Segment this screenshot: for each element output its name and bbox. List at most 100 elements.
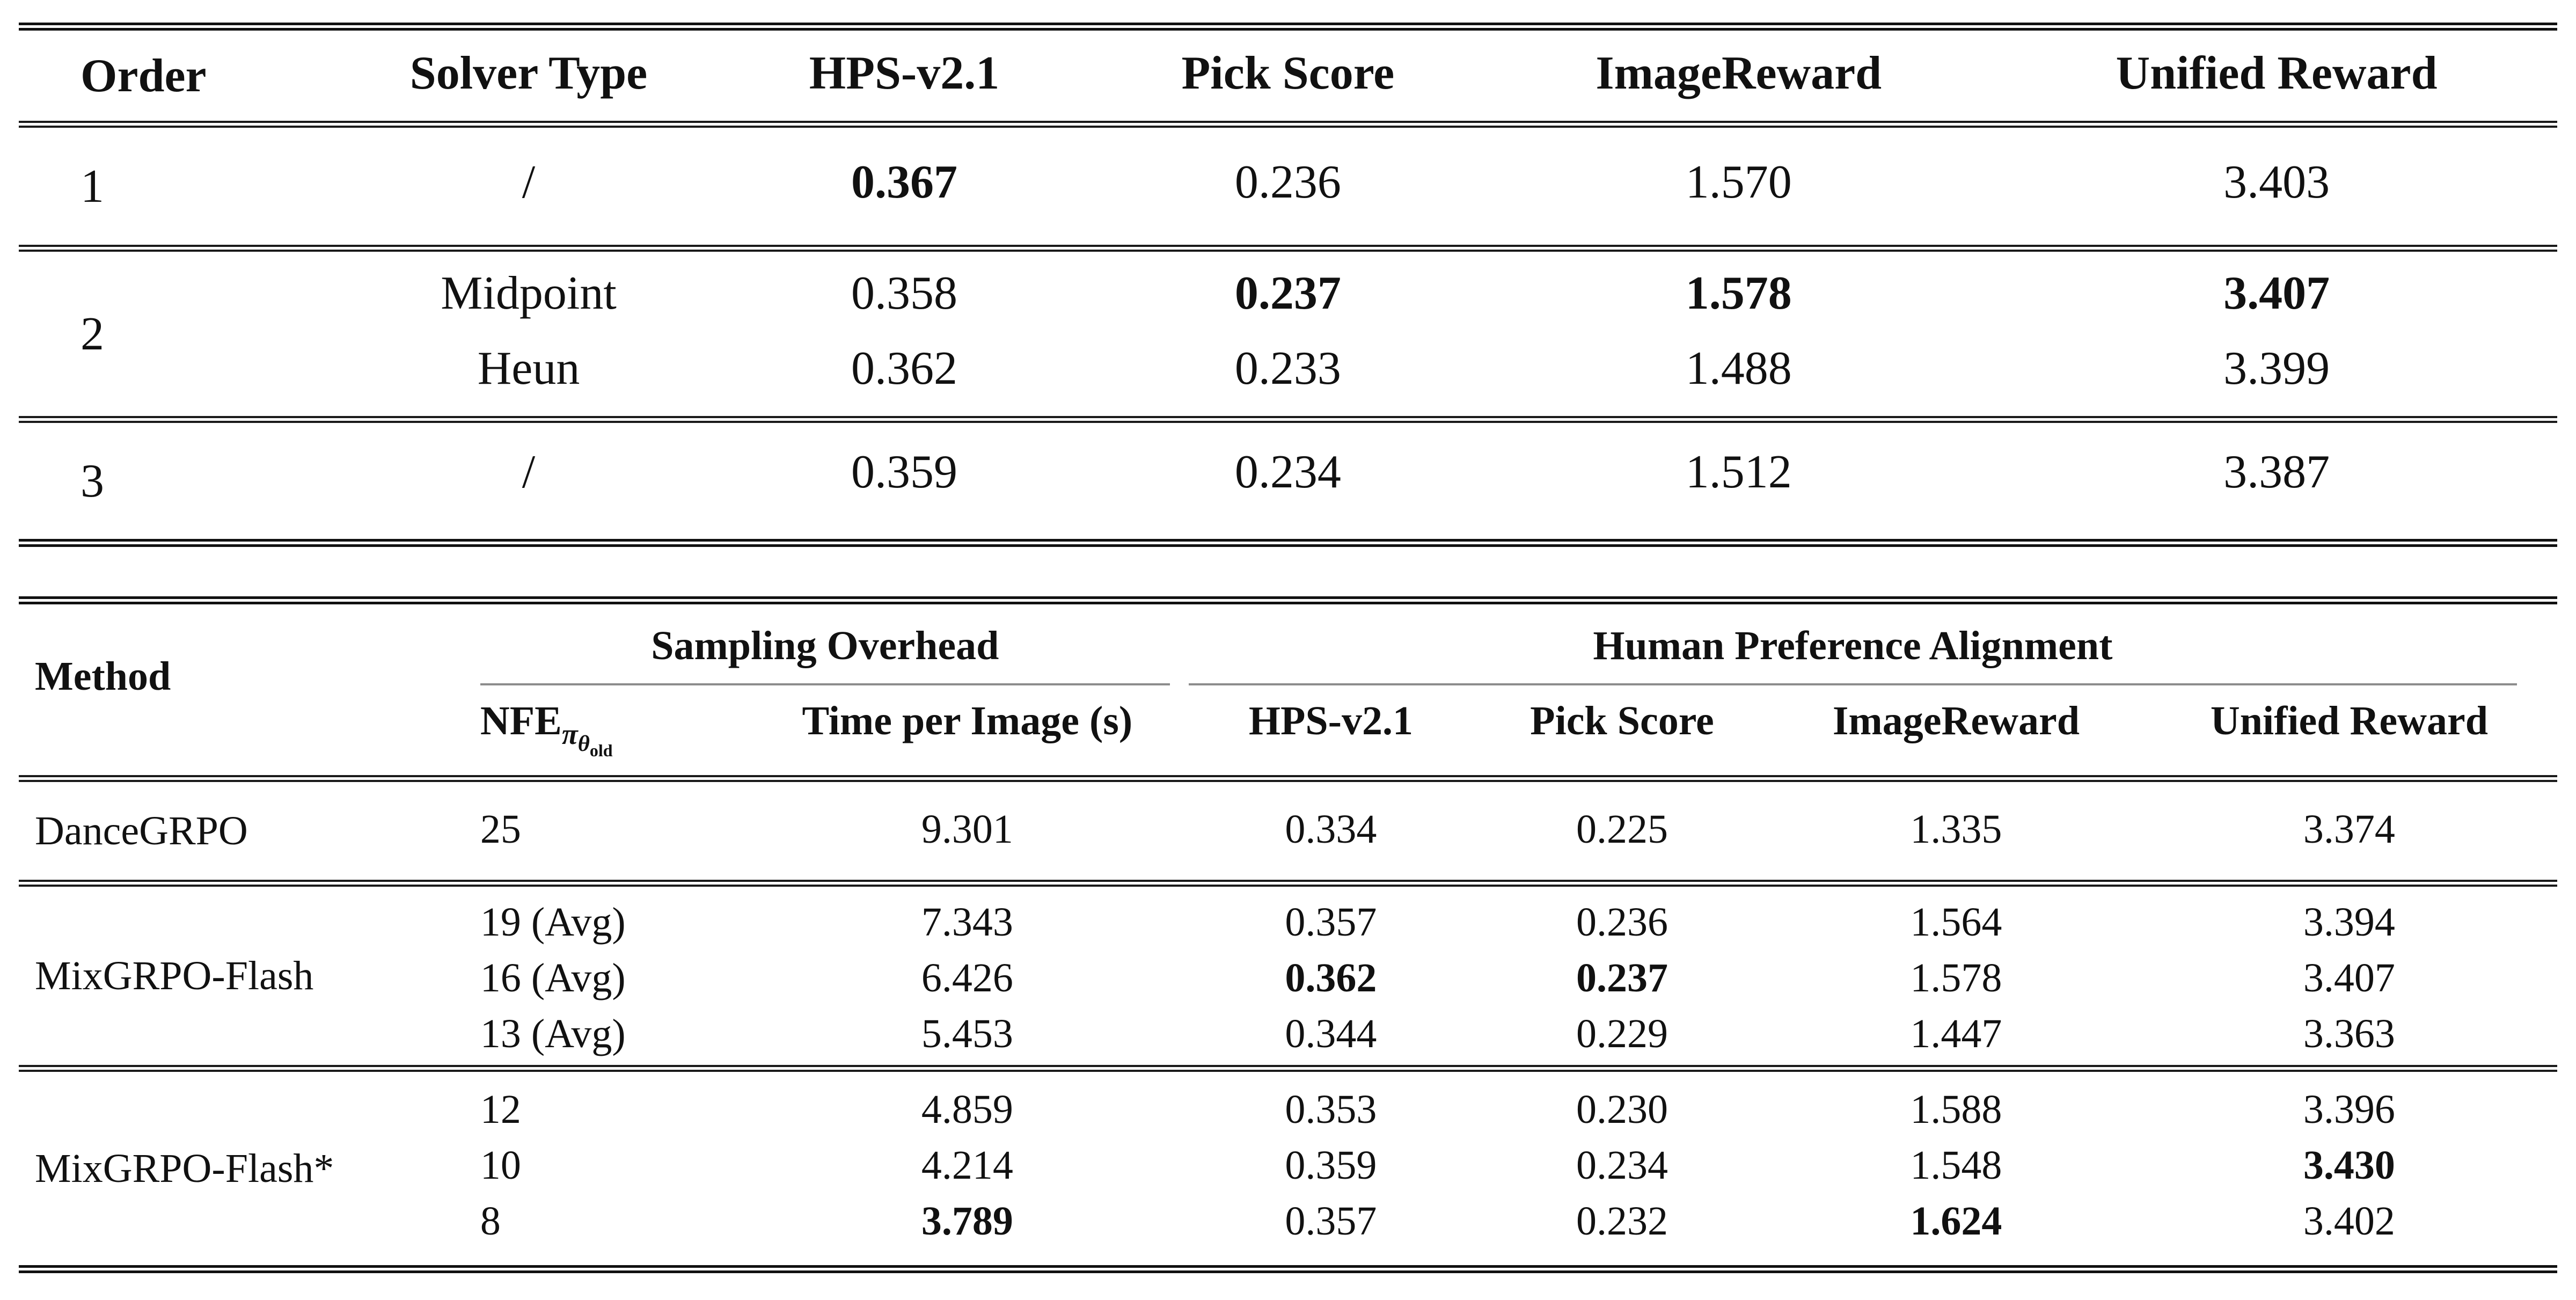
imagereward-header: ImageReward — [1596, 47, 1882, 99]
table-row-mixgrpo-flash-star: MixGRPO-Flash* 12 4.859 0.353 0.230 1.58… — [19, 1072, 2557, 1265]
method-comparison-table: Method Sampling Overhead Human Preferenc… — [19, 596, 2557, 1274]
imagereward-header: ImageReward — [1832, 698, 2080, 743]
subrow-heun: Heun 0.362 0.233 1.488 3.399 — [343, 331, 2557, 406]
table-row-order-1: 1 / 0.367 0.236 1.570 3.403 — [19, 128, 2557, 245]
nfe-cell: 8 — [480, 1199, 501, 1244]
subrow-nfe-13: 13 (Avg) 5.453 0.344 0.229 1.447 3.363 — [467, 1006, 2557, 1062]
order-cell: 2 — [80, 308, 104, 360]
pick-score-cell: 0.234 — [1576, 1143, 1668, 1188]
table-row-order-2: 2 Midpoint 0.358 0.237 1.578 3.407 Heun … — [19, 252, 2557, 416]
pick-score-cell: 0.237 — [1234, 267, 1341, 319]
subrow-nfe-16: 16 (Avg) 6.426 0.362 0.237 1.578 3.407 — [467, 950, 2557, 1006]
time-per-image-header: Time per Image (s) — [802, 698, 1133, 743]
imagereward-cell: 1.588 — [1910, 1087, 2002, 1133]
hps-cell: 0.359 — [1285, 1143, 1377, 1188]
unified-reward-cell: 3.387 — [2223, 446, 2330, 498]
method-header: Method — [35, 653, 171, 699]
nfe-cell: 12 — [480, 1087, 521, 1133]
unified-reward-cell: 3.363 — [2303, 1011, 2395, 1057]
unified-reward-cell: 3.407 — [2303, 955, 2395, 1001]
sub-header-row: NFEπθold Time per Image (s) HPS-v2.1 Pic… — [467, 685, 2557, 775]
time-cell: 7.343 — [921, 900, 1013, 945]
subrow-nfe-19: 19 (Avg) 7.343 0.357 0.236 1.564 3.394 — [467, 894, 2557, 950]
hps-cell: 0.357 — [1285, 900, 1377, 945]
table-row-mixgrpo-flash: MixGRPO-Flash 19 (Avg) 7.343 0.357 0.236… — [19, 887, 2557, 1065]
solver-cell: Midpoint — [441, 267, 617, 319]
unified-reward-cell: 3.402 — [2303, 1199, 2395, 1244]
hps-cell: 0.353 — [1285, 1087, 1377, 1133]
imagereward-cell: 1.335 — [1910, 807, 2002, 852]
method-cell: DanceGRPO — [35, 808, 248, 853]
unified-reward-cell: 3.430 — [2303, 1143, 2395, 1188]
nfe-cell: 10 — [480, 1143, 521, 1188]
time-cell: 6.426 — [921, 955, 1013, 1001]
header-rule — [19, 775, 2557, 783]
imagereward-cell: 1.570 — [1685, 156, 1792, 208]
table-top-rule — [19, 23, 2557, 31]
unified-reward-cell: 3.396 — [2303, 1087, 2395, 1133]
imagereward-cell: 1.548 — [1910, 1143, 2002, 1188]
row-rule — [19, 416, 2557, 423]
hps-cell: 0.344 — [1285, 1011, 1377, 1057]
hps-cell: 0.358 — [851, 267, 958, 319]
unified-reward-cell: 3.403 — [2223, 156, 2330, 208]
group-header-row: Sampling Overhead Human Preference Align… — [467, 604, 2557, 685]
imagereward-cell: 1.578 — [1685, 267, 1792, 319]
hps-cell: 0.362 — [851, 342, 958, 395]
nfe-cell: 25 — [480, 807, 521, 852]
sampling-overhead-group-header: Sampling Overhead — [480, 623, 1170, 685]
imagereward-cell: 1.564 — [1910, 900, 2002, 945]
imagereward-cell: 1.624 — [1910, 1199, 2002, 1244]
pick-score-cell: 0.237 — [1576, 955, 1668, 1001]
pick-score-cell: 0.234 — [1234, 446, 1341, 498]
time-cell: 4.214 — [921, 1143, 1013, 1188]
pick-score-cell: 0.236 — [1576, 900, 1668, 945]
solver-type-header: Solver Type — [409, 47, 648, 99]
table-row-order-3: 3 / 0.359 0.234 1.512 3.387 — [19, 423, 2557, 539]
pick-score-cell: 0.230 — [1576, 1087, 1668, 1133]
imagereward-cell: 1.578 — [1910, 955, 2002, 1001]
table-bottom-rule — [19, 539, 2557, 547]
subrow-nfe-10: 10 4.214 0.359 0.234 1.548 3.430 — [467, 1137, 2557, 1193]
pick-score-header: Pick Score — [1181, 47, 1395, 99]
table-header-row: Order Solver Type HPS-v2.1 Pick Score Im… — [19, 31, 2557, 121]
subrow-nfe-12: 12 4.859 0.353 0.230 1.588 3.396 — [467, 1082, 2557, 1137]
nfe-cell: 19 (Avg) — [480, 900, 626, 945]
order-cell: 1 — [80, 160, 104, 213]
subrow-nfe-8: 8 3.789 0.357 0.232 1.624 3.402 — [467, 1193, 2557, 1249]
table-row-dancegrpo: DanceGRPO 25 9.301 0.334 0.225 1.335 3.3… — [19, 782, 2557, 880]
solver-cell: / — [522, 156, 536, 208]
human-preference-alignment-group-header: Human Preference Alignment — [1188, 623, 2517, 685]
pick-score-cell: 0.233 — [1234, 342, 1341, 395]
nfe-header: NFEπθold — [480, 698, 613, 761]
header-rule — [19, 121, 2557, 128]
subrow-midpoint: Midpoint 0.358 0.237 1.578 3.407 — [343, 256, 2557, 331]
table-top-rule — [19, 596, 2557, 604]
pick-score-cell: 0.236 — [1234, 156, 1341, 208]
solver-order-ablation-table: Order Solver Type HPS-v2.1 Pick Score Im… — [19, 23, 2557, 547]
unified-reward-cell: 3.399 — [2223, 342, 2330, 395]
unified-reward-header: Unified Reward — [2116, 47, 2438, 99]
hps-header: HPS-v2.1 — [809, 47, 1000, 99]
hps-cell: 0.359 — [851, 446, 958, 498]
imagereward-cell: 1.488 — [1685, 342, 1792, 395]
order-cell: 3 — [80, 455, 104, 507]
order-header: Order — [80, 49, 207, 102]
unified-reward-header: Unified Reward — [2210, 698, 2489, 743]
time-cell: 9.301 — [921, 807, 1013, 852]
imagereward-cell: 1.447 — [1910, 1011, 2002, 1057]
method-cell: MixGRPO-Flash — [35, 953, 314, 998]
nfe-cell: 13 (Avg) — [480, 1011, 626, 1057]
solver-cell: Heun — [477, 342, 580, 395]
hps-cell: 0.362 — [1285, 955, 1377, 1001]
imagereward-cell: 1.512 — [1685, 446, 1792, 498]
pick-score-cell: 0.232 — [1576, 1199, 1668, 1244]
table-bottom-rule — [19, 1265, 2557, 1274]
time-cell: 3.789 — [921, 1199, 1013, 1244]
row-rule — [19, 1065, 2557, 1072]
table-header: Method Sampling Overhead Human Preferenc… — [19, 604, 2557, 775]
row-rule — [19, 880, 2557, 887]
pick-score-cell: 0.229 — [1576, 1011, 1668, 1057]
solver-cell: / — [522, 446, 536, 498]
hps-cell: 0.334 — [1285, 807, 1377, 852]
